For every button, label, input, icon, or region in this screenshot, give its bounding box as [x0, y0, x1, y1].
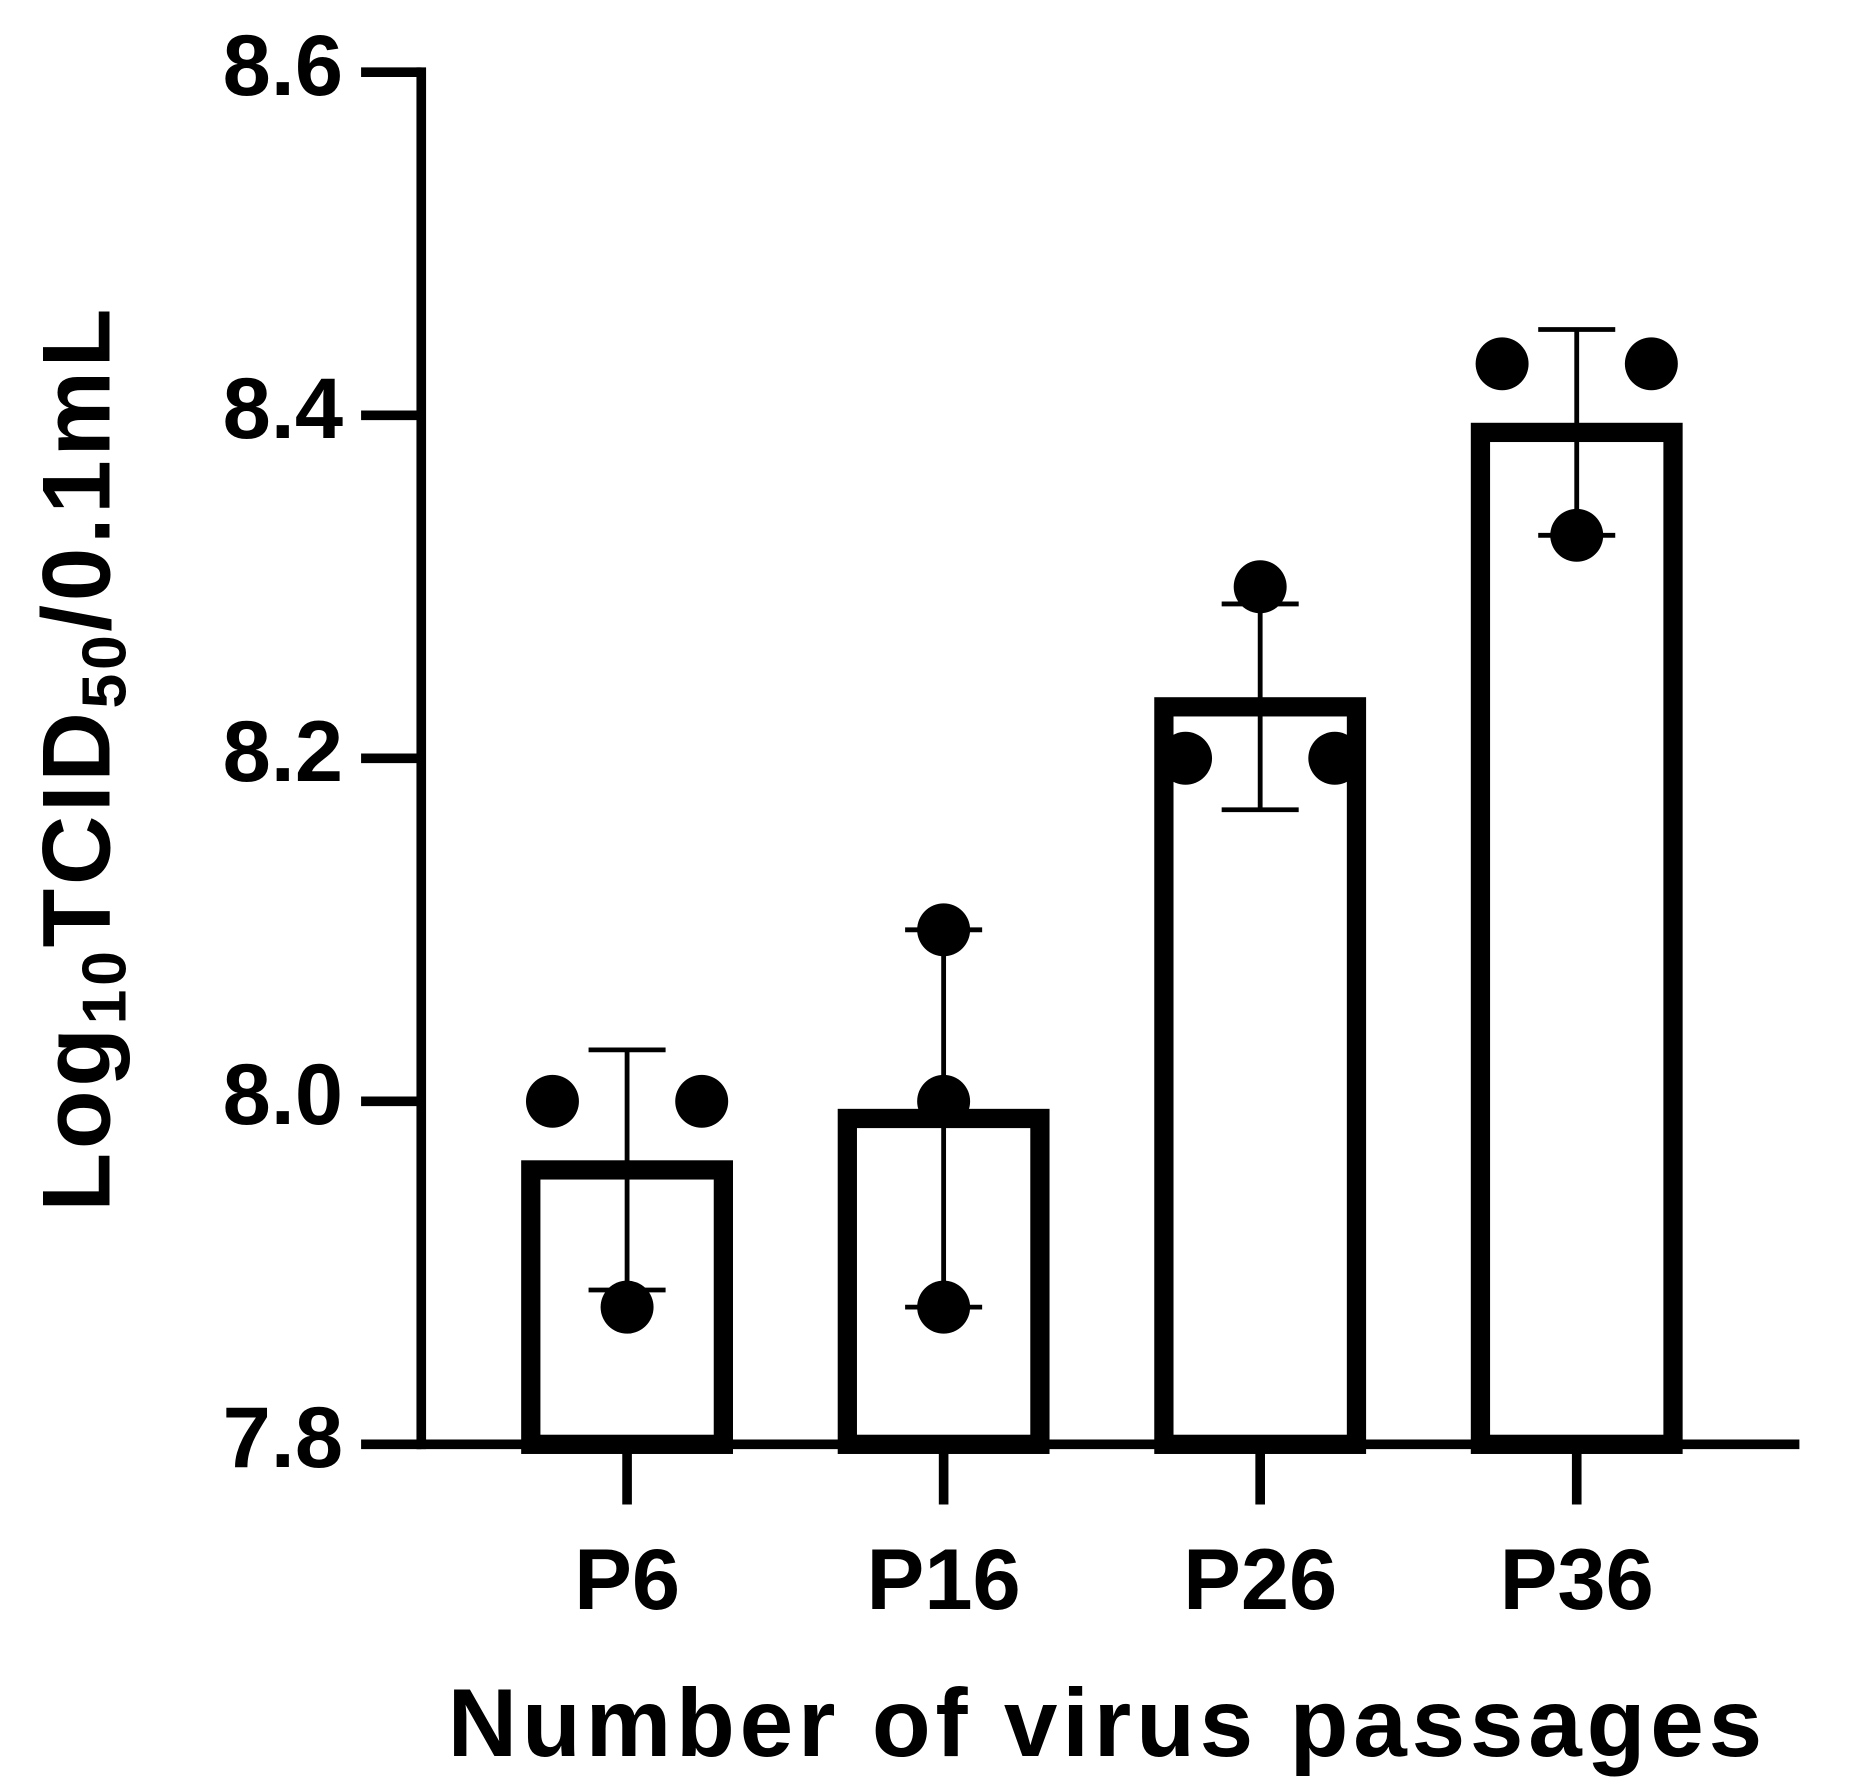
- y-tick-label: 8.0: [223, 1047, 343, 1143]
- data-point: [1308, 731, 1362, 785]
- y-tick-label: 7.8: [223, 1390, 343, 1486]
- data-point: [1624, 337, 1678, 391]
- y-label-subscript: 50: [69, 632, 139, 709]
- data-point: [600, 1280, 654, 1334]
- bar: [1154, 697, 1367, 1454]
- data-point: [917, 1280, 971, 1334]
- y-label-part: Log: [24, 1024, 131, 1211]
- data-point: [1233, 560, 1287, 614]
- data-point: [917, 903, 971, 957]
- x-tick-label: P36: [1500, 1532, 1654, 1628]
- y-axis-label: Log10TCID50/0.1mL: [24, 305, 139, 1212]
- data-point: [1475, 337, 1529, 391]
- data-point: [1550, 508, 1604, 562]
- y-label-part: TCID: [24, 708, 131, 947]
- y-label-part: /0.1mL: [24, 305, 131, 632]
- data-point: [1159, 731, 1213, 785]
- y-tick-label: 8.6: [223, 18, 343, 114]
- y-tick-label: 8.2: [223, 704, 343, 800]
- y-tick-label: 8.4: [223, 361, 343, 457]
- x-tick-label: P6: [574, 1532, 680, 1628]
- x-tick-label: P26: [1183, 1532, 1337, 1628]
- data-point: [525, 1074, 579, 1128]
- x-tick-label: P16: [867, 1532, 1021, 1628]
- x-axis-label: Number of virus passages: [448, 1670, 1767, 1777]
- y-label-subscript: 10: [69, 948, 139, 1025]
- bar: [1470, 422, 1683, 1454]
- data-point: [917, 1074, 971, 1128]
- data-point: [675, 1074, 729, 1128]
